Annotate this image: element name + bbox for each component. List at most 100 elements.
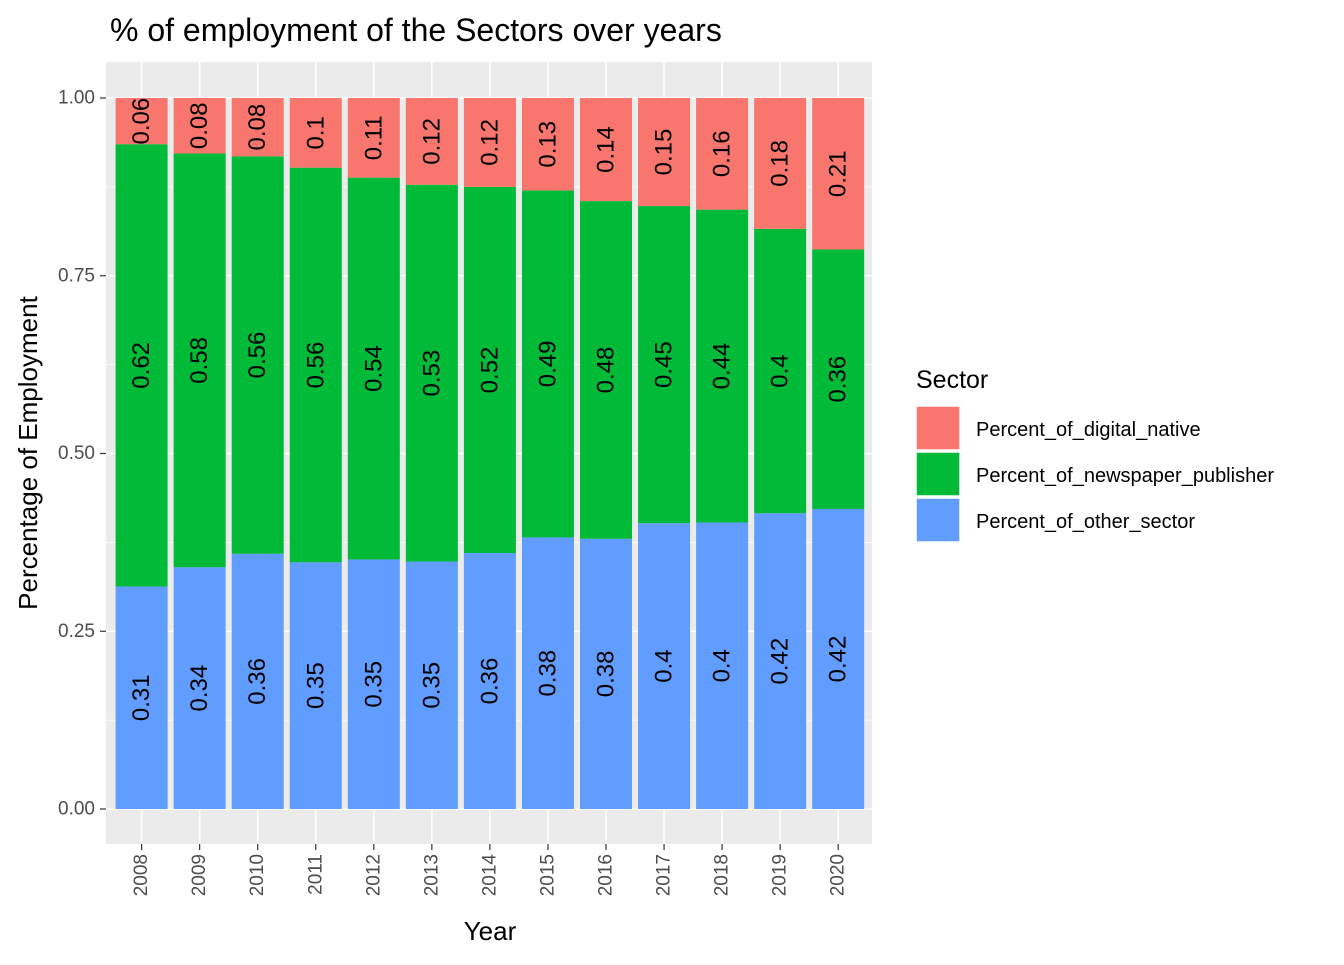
bar-segment	[580, 538, 632, 809]
bar-segment	[347, 559, 400, 809]
bar-segment	[812, 98, 865, 250]
bar-data-label: 0.38	[593, 651, 620, 698]
bar-segment	[638, 206, 691, 524]
bar-segment	[463, 186, 516, 554]
bar-data-label: 0.18	[767, 140, 794, 187]
bar-segment	[347, 177, 400, 560]
bar-data-label: 0.45	[651, 341, 678, 388]
x-tick-label: 2016	[596, 854, 617, 896]
x-axis: 2008 2009 2010 2011 2012 2013 2014 2015 2016 2017…	[131, 844, 849, 896]
legend-swatch	[915, 451, 961, 497]
bar-data-label: 0.49	[534, 341, 561, 388]
y-tick-label: 0.00	[58, 799, 95, 820]
x-tick-label: 2013	[421, 854, 442, 896]
bar-data-label: 0.44	[709, 343, 736, 390]
bar-segment	[696, 522, 749, 809]
bar-segment	[463, 553, 516, 809]
x-tick-label: 2008	[131, 854, 152, 896]
y-axis: 0.00 0.25 0.50 0.75 1.00	[58, 88, 106, 820]
bar-data-label: 0.56	[244, 332, 271, 379]
bar-data-label: 0.52	[476, 347, 503, 394]
bar-segment	[173, 567, 226, 809]
bar-data-label: 0.62	[128, 342, 155, 389]
bar-segment	[521, 190, 574, 538]
bar-segment	[580, 201, 632, 539]
bar-labels-layer: 0.31 0.62 0.06 0.34 0.58 0.08 0.36 0.56 0.08 0.35…	[128, 98, 852, 721]
bar-segment	[173, 98, 226, 154]
bar-segment	[115, 586, 168, 809]
bar-data-label: 0.1	[302, 116, 329, 149]
x-tick-label: 2012	[363, 854, 384, 896]
bar-segment	[638, 98, 691, 207]
legend-label: Percent_of_newspaper_publisher	[976, 465, 1274, 487]
bar-segment	[231, 553, 284, 809]
bar-segment	[231, 98, 284, 157]
bar-data-label: 0.4	[709, 649, 736, 682]
legend-title: Sector	[916, 366, 988, 394]
bar-data-label: 0.34	[186, 665, 213, 712]
legend-swatch	[915, 497, 961, 543]
chart-title: % of employment of the Sectors over year…	[110, 12, 722, 48]
x-tick-label: 2019	[770, 854, 791, 896]
legend-label: Percent_of_digital_native	[976, 419, 1201, 441]
bar-data-label: 0.58	[186, 337, 213, 384]
bar-data-label: 0.48	[593, 347, 620, 394]
bar-segment	[754, 228, 807, 514]
bar-segment	[812, 249, 865, 509]
bar-segment	[115, 144, 168, 587]
bar-data-label: 0.4	[651, 649, 678, 682]
x-tick-label: 2009	[189, 854, 210, 896]
bar-segment	[289, 98, 342, 168]
bar-segment	[347, 98, 400, 178]
bar-segment	[521, 537, 574, 809]
bar-segment	[289, 167, 342, 563]
bar-data-label: 0.08	[186, 102, 213, 149]
legend: Sector Percent_of_digital_nativePercent_…	[915, 366, 1274, 543]
x-tick-label: 2018	[712, 854, 733, 896]
bar-segment	[812, 508, 865, 809]
x-tick-label: 2011	[305, 854, 326, 895]
bar-segment	[754, 513, 807, 809]
y-tick-label: 1.00	[58, 88, 95, 109]
x-tick-label: 2010	[247, 854, 268, 896]
bar-data-label: 0.14	[593, 126, 620, 173]
bar-segment	[638, 523, 691, 809]
bar-segment	[173, 153, 226, 568]
x-tick-label: 2020	[828, 854, 849, 896]
bar-segment	[405, 98, 458, 185]
legend-swatch	[915, 405, 961, 451]
bar-data-label: 0.12	[418, 118, 445, 165]
bar-data-label: 0.38	[534, 650, 561, 697]
bar-data-label: 0.36	[825, 356, 852, 403]
x-tick-label: 2015	[537, 854, 558, 896]
bar-data-label: 0.53	[418, 350, 445, 397]
x-axis-title: Year	[464, 916, 517, 946]
bar-data-label: 0.35	[360, 661, 387, 708]
bar-data-label: 0.08	[244, 104, 271, 151]
bar-data-label: 0.16	[709, 130, 736, 177]
bar-segment	[405, 184, 458, 562]
bar-data-label: 0.56	[302, 342, 329, 389]
x-tick-label: 2014	[479, 854, 500, 897]
bar-segment	[231, 156, 284, 554]
bar-data-label: 0.31	[128, 674, 155, 721]
bar-segment	[521, 98, 574, 191]
y-axis-title: Percentage of Employment	[13, 295, 43, 609]
x-tick-label: 2017	[654, 854, 675, 896]
bar-data-label: 0.36	[244, 658, 271, 705]
y-tick-label: 0.25	[58, 621, 95, 642]
bar-segment	[115, 98, 168, 145]
y-tick-label: 0.50	[58, 443, 95, 464]
bar-data-label: 0.15	[651, 129, 678, 176]
bar-segment	[696, 98, 749, 210]
bar-data-label: 0.35	[418, 662, 445, 709]
bar-data-label: 0.4	[767, 354, 794, 387]
bar-segment	[696, 209, 749, 523]
legend-items: Percent_of_digital_native Percent_of_news…	[915, 405, 1274, 543]
bar-segment	[580, 98, 632, 202]
bar-segment	[754, 98, 807, 229]
legend-label: Percent_of_other_sector	[976, 511, 1195, 533]
bar-data-label: 0.11	[360, 115, 387, 160]
bar-segment	[405, 561, 458, 809]
